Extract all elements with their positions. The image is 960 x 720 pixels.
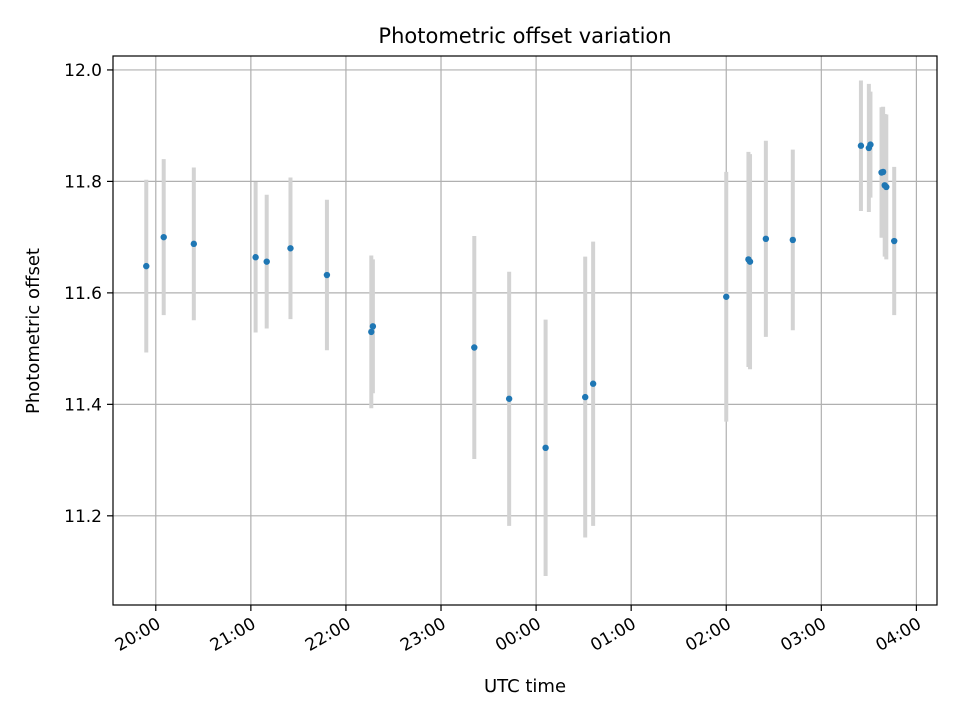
data-point <box>505 395 513 402</box>
data-point <box>879 168 887 176</box>
data-point <box>368 328 375 336</box>
point-layer <box>143 141 898 452</box>
y-tick-label: 11.2 <box>64 507 102 527</box>
data-point <box>542 444 549 452</box>
data-point <box>867 141 874 148</box>
data-point <box>143 262 150 270</box>
data-point <box>746 258 754 265</box>
data-point <box>369 323 377 330</box>
data-point <box>287 245 294 252</box>
grid-layer <box>113 56 937 605</box>
data-point <box>723 293 730 300</box>
data-point <box>891 237 898 245</box>
data-point <box>190 240 198 248</box>
data-point <box>857 142 865 149</box>
data-point <box>589 380 597 387</box>
y-tick-label: 11.8 <box>64 172 102 192</box>
plot-frame <box>112 55 938 606</box>
y-tick-label: 12.0 <box>64 61 102 81</box>
data-point <box>883 183 890 191</box>
chart-title: Photometric offset variation <box>378 24 671 48</box>
data-point <box>762 235 770 243</box>
data-point <box>160 233 167 241</box>
data-point <box>263 258 270 265</box>
y-tick-label: 11.6 <box>64 284 102 304</box>
data-point <box>323 271 331 279</box>
data-point <box>471 344 478 351</box>
y-tick-label: 11.4 <box>64 395 102 415</box>
data-point <box>582 393 589 401</box>
data-point <box>252 254 259 261</box>
y-axis-title: Photometric offset <box>23 248 44 414</box>
data-point <box>789 236 796 244</box>
x-axis-title: UTC time <box>484 676 566 697</box>
